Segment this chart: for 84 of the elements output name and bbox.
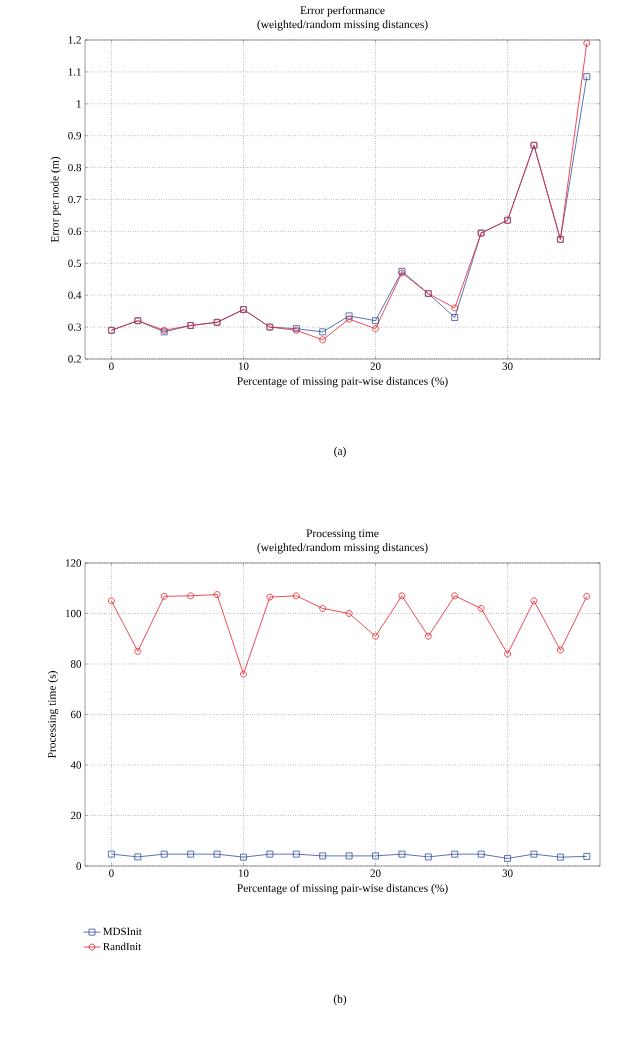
y-tick-label: 0.4 [68,291,82,299]
point [530,850,538,858]
y-tick-label: 1 [76,100,81,108]
point [398,850,406,858]
point [319,852,327,860]
chart-subtitle: (weighted/random missing distances) [257,20,428,31]
point [160,592,168,600]
point [108,850,115,858]
text: (a) [334,446,346,458]
y-tick-label: 20 [71,811,82,820]
point [134,647,142,655]
y-tick-label: 0.5 [68,259,82,268]
x-tick-label: 30 [502,362,513,370]
point [213,850,221,858]
y-tick-label: 0.6 [68,227,82,236]
legend-label: MDSInit [103,927,142,936]
point [345,610,353,617]
y-tick-label: 1.2 [68,36,81,44]
point [372,325,379,333]
x-axis-title: Percentage of missing pair-wise distances (%) [237,883,448,895]
point [583,853,591,860]
chart-subtitle: (weighted/random missing distances) [257,543,428,554]
point [187,850,195,858]
point [345,852,353,860]
chart-title: Processing time [306,529,379,540]
point [266,593,274,601]
point [266,850,274,858]
y-tick-label: 1.1 [68,68,81,76]
point [292,592,300,600]
y-tick-label: 40 [70,761,82,769]
point [319,605,327,612]
point [451,850,459,858]
point [108,597,115,605]
point [556,646,564,654]
point [451,304,459,312]
chart-title: Error performance [300,6,385,17]
y-tick-label: 0.8 [68,163,82,172]
point [530,597,538,605]
text: (b) [333,994,347,1006]
x-tick-label: 20 [370,362,381,370]
y-tick-label: 100 [66,609,82,618]
y-tick-label: 0.7 [68,195,82,204]
x-axis-title: Percentage of missing pair-wise distances (%) [237,376,448,388]
point [398,592,406,600]
y-axis-title: Error per node (m) [50,156,61,243]
y-axis-title: Processing time (s) [47,671,59,759]
point [292,850,300,858]
x-tick-label: 0 [109,362,114,370]
point [451,314,459,321]
y-tick-label: 60 [70,710,82,719]
point [424,632,432,640]
y-tick-label: 0.3 [68,323,82,331]
x-tick-label: 10 [238,362,249,370]
point [187,592,195,600]
point [319,328,327,336]
point [319,336,327,344]
x-tick-label: 30 [502,869,513,877]
point [213,591,221,598]
x-tick-label: 10 [238,869,249,877]
x-tick-label: 0 [109,869,114,877]
point [240,670,247,678]
point [583,73,591,81]
point [372,852,379,860]
point [372,317,379,325]
point [134,853,142,861]
point [424,853,432,861]
y-tick-label: 120 [66,559,82,567]
y-tick-label: 0 [76,862,82,870]
y-tick-label: 0.2 [68,355,81,363]
point [451,592,459,600]
y-tick-label: 80 [70,660,82,668]
x-tick-label: 20 [370,869,381,877]
point [583,39,591,47]
y-tick-label: 0.9 [68,131,82,140]
point [477,850,485,858]
point [504,650,511,658]
point [556,853,564,861]
point [504,855,511,862]
legend-label: RandInit [103,942,142,951]
point [160,850,168,858]
point [583,592,591,600]
point [240,853,247,861]
point [477,605,485,612]
point [372,632,379,640]
